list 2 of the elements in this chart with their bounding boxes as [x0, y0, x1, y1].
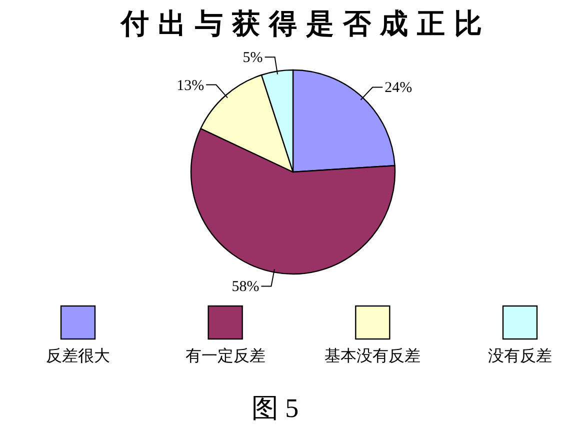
chart-title: 付出与获得是否成正比	[119, 8, 491, 39]
caption: 图 5	[251, 393, 299, 423]
